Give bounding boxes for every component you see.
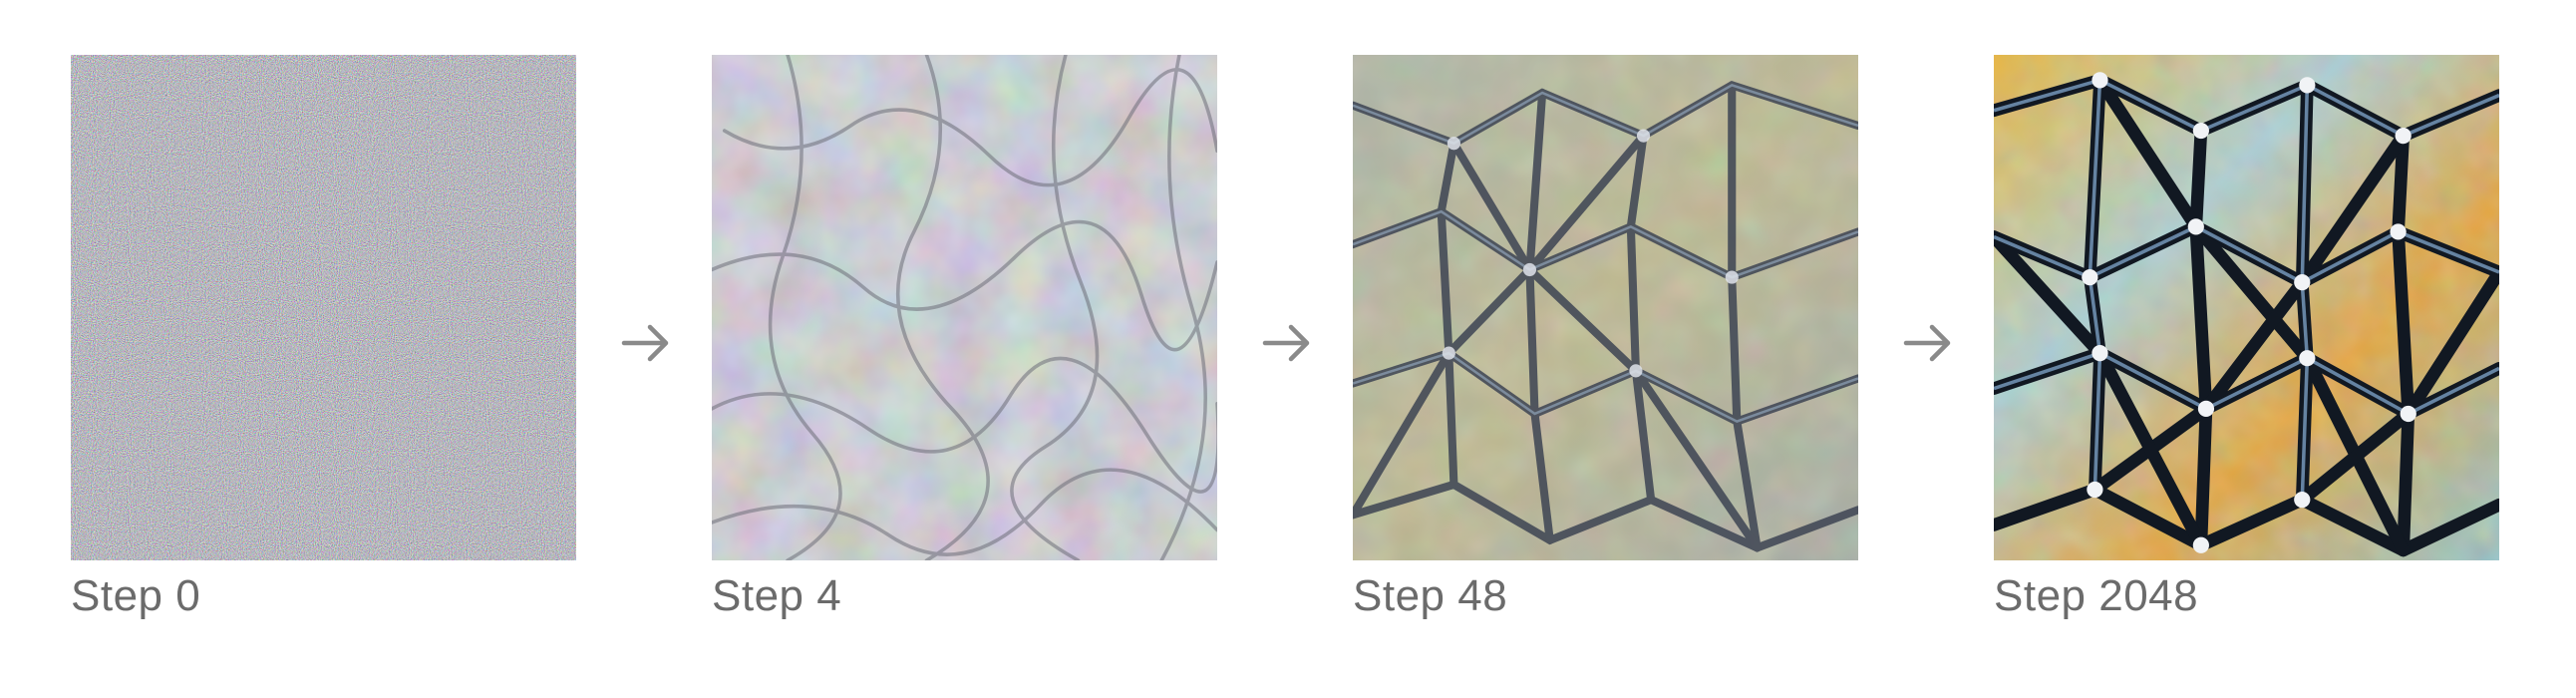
right-arrow-icon	[1261, 317, 1313, 369]
step-48-image	[1353, 55, 1858, 560]
step-4-caption: Step 4	[712, 571, 842, 620]
step-48-caption: Step 48	[1353, 571, 1508, 620]
step-2048-image	[1994, 55, 2499, 560]
step-0-caption: Step 0	[71, 571, 201, 620]
right-arrow-icon	[620, 317, 672, 369]
step-0-image	[71, 55, 576, 560]
step-2048-caption: Step 2048	[1994, 571, 2199, 620]
right-arrow-icon	[1902, 317, 1954, 369]
step-4-image	[712, 55, 1217, 560]
